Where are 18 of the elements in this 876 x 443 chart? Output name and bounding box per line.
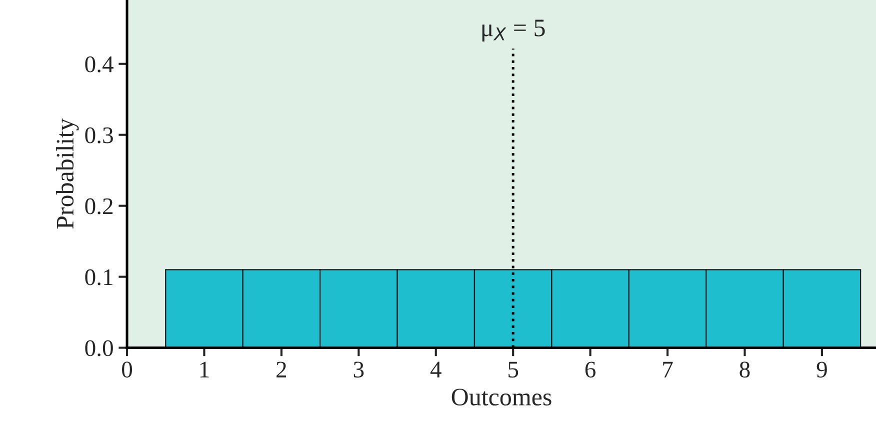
- x-axis-title: Outcomes: [452, 388, 552, 406]
- x-tick-label: 2: [276, 362, 286, 378]
- y-tick-label: 0.0: [85, 340, 113, 356]
- y-tick-label: 0.4: [85, 56, 114, 72]
- x-tick-label: 6: [585, 362, 596, 378]
- x-tick-label: 1: [200, 362, 209, 378]
- x-tick-label: 5: [508, 362, 518, 378]
- x-tick-label: 4: [430, 362, 442, 378]
- x-tick-label: 9: [816, 362, 827, 378]
- x-tick-label: 0: [122, 362, 132, 378]
- ref-line-label: μ$_{X}$ = 5: [482, 20, 545, 42]
- x-tick-label: 7: [663, 362, 673, 378]
- y-axis-title: Probability: [56, 118, 79, 229]
- y-tick-label: 0.3: [85, 127, 113, 144]
- x-tick-label: 8: [740, 362, 750, 378]
- y-tick-label: 0.1: [85, 269, 112, 286]
- y-tick-label: 0.2: [85, 198, 113, 214]
- x-tick-label: 3: [354, 362, 364, 378]
